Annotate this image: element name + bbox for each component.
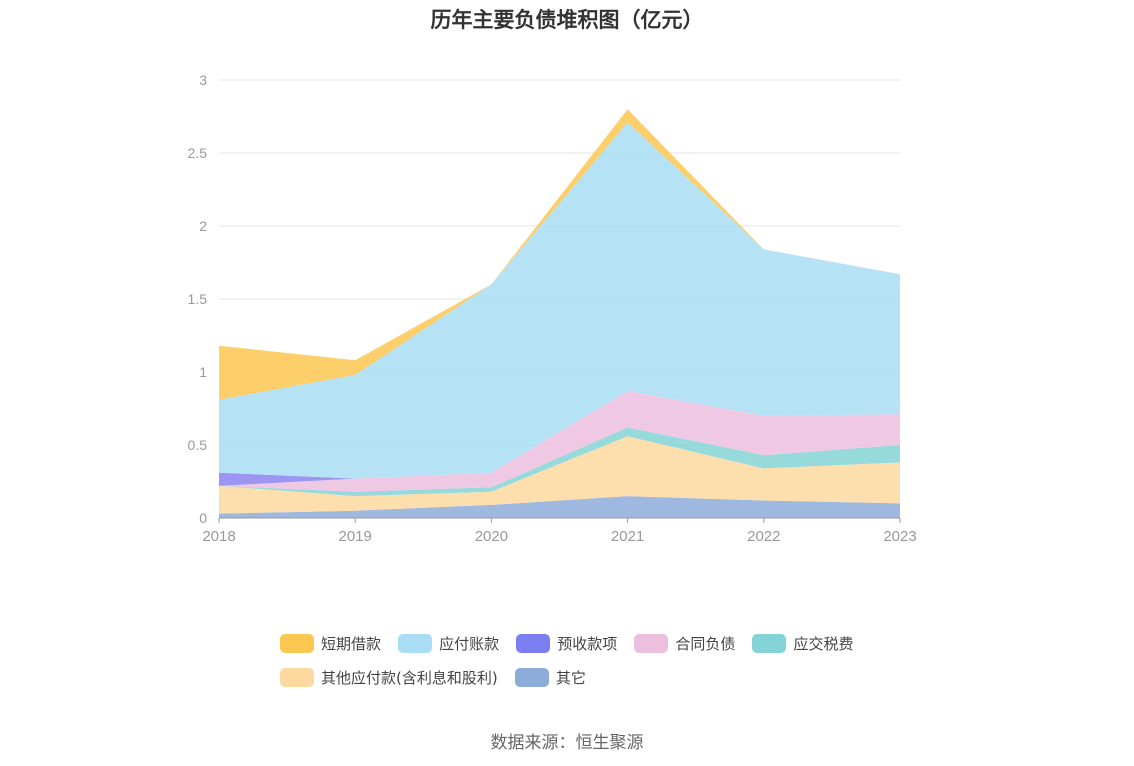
y-tick-label: 0 [199, 510, 207, 526]
x-tick-label: 2023 [883, 528, 916, 545]
x-tick-label: 2019 [339, 528, 372, 545]
data-source-note: 数据来源：恒生聚源 [490, 733, 644, 753]
legend-label: 其它 [555, 668, 586, 687]
area-series-3[interactable] [219, 391, 900, 492]
legend-swatch [398, 633, 433, 653]
axes: 0 0.5 1 1.5 2 2.5 3 2018 2019 2020 2021 2022 2023 [188, 72, 917, 545]
area-series-1[interactable] [219, 436, 900, 514]
legend-item-short-term-loans[interactable]: 短期借款 [280, 631, 381, 655]
legend-swatch [280, 667, 314, 687]
y-tick-label: 2.5 [188, 145, 208, 161]
legend-item-contract-liabilities[interactable]: 合同负债 [634, 631, 735, 655]
legend-item-others[interactable]: 其它 [514, 665, 586, 689]
legend: 短期借款 应付账款 预收款项 合同负债 应交税费 其他应付款(含利息和股利) 其… [280, 631, 900, 699]
legend-label: 短期借款 [321, 634, 382, 653]
y-tick-label: 2 [199, 218, 207, 234]
x-tick-label: 2021 [611, 528, 644, 545]
legend-label: 应交税费 [793, 634, 854, 653]
y-tick-label: 3 [199, 72, 207, 88]
x-tick-label: 2022 [747, 528, 780, 545]
chart-title: 历年主要负债堆积图（亿元） [430, 8, 704, 32]
y-tick-label: 1.5 [188, 291, 208, 307]
stacked-area-chart: 0 0.5 1 1.5 2 2.5 3 2018 2019 2020 2021 2022 2023 [188, 72, 917, 545]
legend-swatch [516, 633, 551, 653]
legend-label: 应付账款 [439, 634, 500, 653]
x-tick-label: 2020 [475, 528, 508, 545]
legend-swatch [280, 633, 314, 653]
area-series-group [219, 109, 900, 518]
legend-item-taxes-payable[interactable]: 应交税费 [752, 631, 853, 655]
legend-label: 其他应付款(含利息和股利) [321, 668, 498, 687]
legend-item-accounts-payable[interactable]: 应付账款 [398, 631, 499, 655]
area-series-4[interactable] [219, 391, 900, 486]
legend-label: 预收款项 [557, 634, 618, 653]
legend-item-other-payables[interactable]: 其他应付款(含利息和股利) [280, 665, 498, 689]
area-series-6[interactable] [219, 109, 900, 400]
legend-swatch [514, 667, 549, 687]
area-series-2[interactable] [219, 427, 900, 497]
legend-item-advance-receipts[interactable]: 预收款项 [516, 631, 617, 655]
legend-swatch [752, 633, 787, 653]
y-tick-label: 0.5 [188, 437, 208, 453]
legend-swatch [634, 633, 669, 653]
area-series-5[interactable] [219, 122, 900, 479]
y-tick-label: 1 [199, 364, 207, 380]
x-tick-label: 2018 [202, 528, 235, 545]
legend-label: 合同负债 [675, 634, 736, 653]
area-series-0[interactable] [219, 496, 900, 518]
